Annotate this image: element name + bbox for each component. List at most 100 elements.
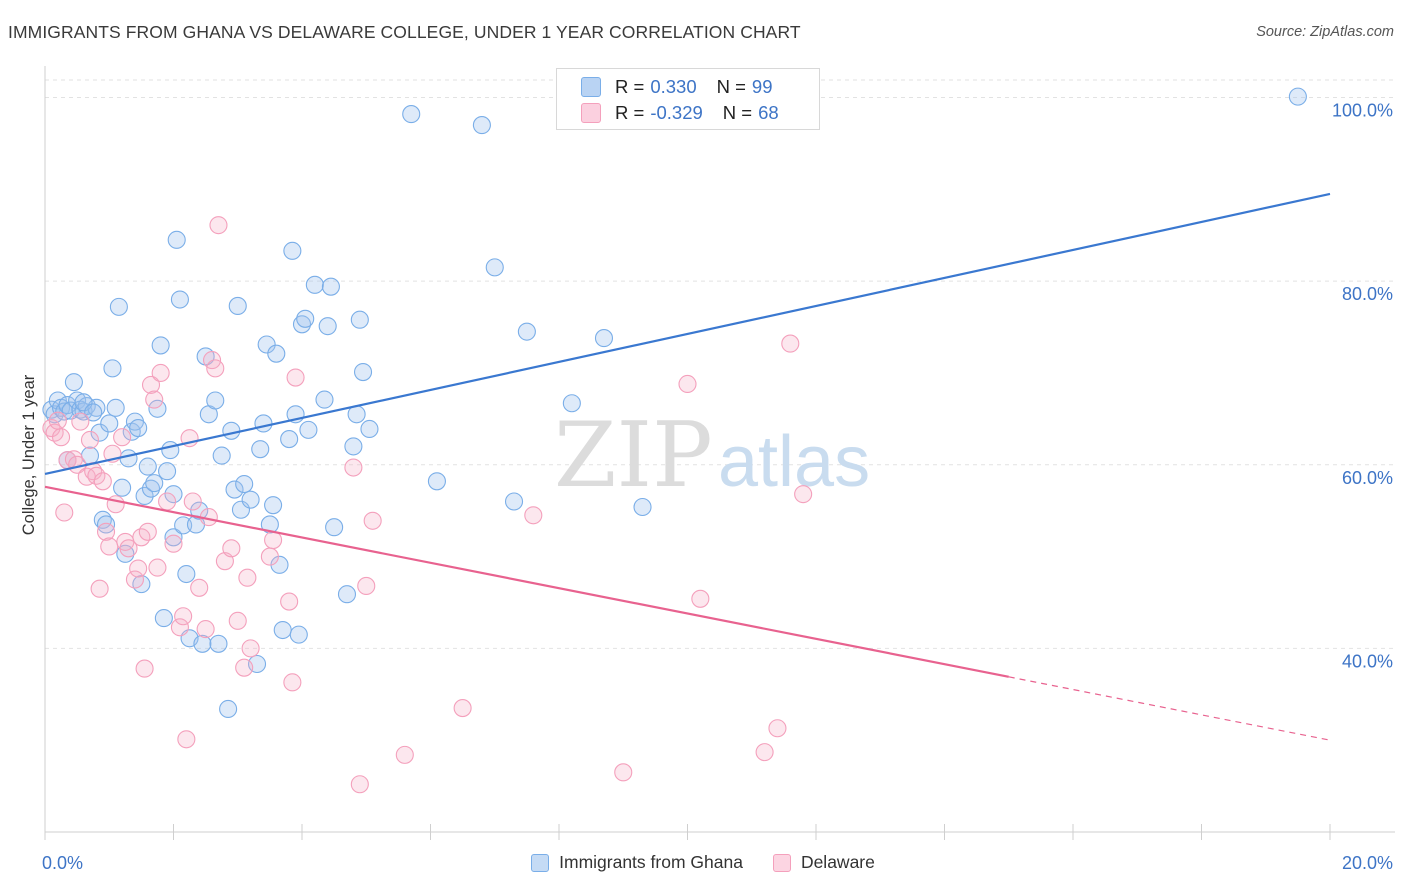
stats-row-ghana: R = 0.330 N = 99 [581, 74, 773, 100]
ghana-point [177, 564, 196, 584]
ghana-point [353, 362, 373, 382]
x-tick-label: 0.0% [42, 853, 83, 873]
delaware-point [106, 495, 125, 514]
delaware-point [177, 730, 196, 749]
ghana-point [235, 475, 254, 494]
delaware-point [395, 745, 414, 764]
delaware-point [363, 511, 382, 530]
y-tick-label: 40.0% [1342, 651, 1393, 671]
ghana-point [594, 329, 614, 348]
ghana-point [360, 419, 379, 439]
stats-row-delaware: R = -0.329 N = 68 [581, 100, 779, 126]
ghana-point [209, 634, 228, 653]
delaware-point [238, 568, 257, 587]
delaware-point [135, 659, 154, 678]
delaware-point [350, 775, 369, 794]
ghana-point [174, 516, 193, 535]
delaware-point [170, 618, 189, 637]
watermark-zip: ZIP [554, 403, 713, 508]
ghana-point [228, 296, 247, 315]
legend-swatch-delaware [772, 853, 791, 872]
ghana-point [132, 575, 151, 594]
delaware-point [344, 458, 363, 477]
ghana-trend-line [44, 192, 1331, 476]
delaware-point [183, 492, 202, 511]
ghana-point [222, 421, 241, 440]
delaware-point [222, 539, 241, 558]
delaware-point [125, 570, 144, 589]
delaware-point [209, 216, 228, 235]
delaware-trend-extension [1008, 676, 1331, 741]
delaware-point [755, 743, 774, 762]
delaware-point [190, 578, 209, 597]
delaware-point [45, 423, 64, 442]
ghana-point [296, 309, 315, 328]
ghana-point [402, 105, 421, 124]
ghana-point [129, 418, 148, 438]
ghana-point [315, 390, 334, 409]
ghana-point [325, 518, 344, 537]
ghana-point [190, 501, 209, 520]
ghana-point [141, 479, 161, 498]
delaware-point [90, 579, 109, 598]
legend-label-delaware: Delaware [800, 852, 875, 872]
ghana-point [219, 699, 238, 719]
stats-box: R = 0.330 N = 99 R = -0.329 N = 68 [556, 68, 820, 130]
axes-layer [44, 66, 1395, 840]
ghana-point [135, 486, 154, 506]
delaware-point [145, 390, 164, 409]
ghana-point [427, 472, 446, 491]
legend-label-ghana: Immigrants from Ghana [559, 852, 743, 872]
delaware-point [264, 531, 283, 550]
ghana-point [318, 317, 337, 336]
r-value: 0.330 [650, 76, 697, 97]
ghana-point [164, 485, 183, 504]
points-layer [42, 87, 1307, 794]
tick-labels: 40.0% 60.0% 80.0% 100.0% 0.0% 20.0% College, U… [20, 101, 1393, 873]
ghana-point [633, 497, 652, 517]
trend-layer [44, 192, 1331, 741]
delaware-point [138, 522, 157, 541]
legend-item-delaware[interactable]: Delaware [772, 852, 875, 873]
delaware-point [691, 589, 710, 608]
ghana-point [267, 344, 286, 363]
watermark: ZIP atlas [554, 403, 870, 508]
ghana-point [241, 490, 260, 509]
delaware-point [151, 363, 170, 383]
delaware-point [241, 639, 260, 658]
legend-item-ghana[interactable]: Immigrants from Ghana [531, 852, 743, 873]
ghana-point [161, 441, 180, 460]
chart-title: IMMIGRANTS FROM GHANA VS DELAWARE COLLEG… [8, 22, 801, 42]
ghana-point [106, 398, 125, 417]
delaware-point [119, 539, 138, 558]
ghana-point [264, 496, 283, 515]
n-label: N = [722, 102, 753, 123]
ghana-point [145, 474, 164, 493]
ghana-point [321, 277, 340, 296]
delaware-point [228, 611, 247, 630]
watermark-atlas: atlas [718, 422, 870, 502]
delaware-point [129, 559, 148, 578]
stats-swatch-ghana [581, 77, 601, 97]
delaware-point [260, 547, 279, 566]
ghana-point [517, 322, 536, 341]
ghana-point [562, 394, 581, 413]
delaware-point [141, 375, 161, 394]
delaware-point [286, 368, 305, 387]
delaware-point [781, 334, 800, 353]
ghana-point [164, 528, 183, 547]
ghana-point [154, 609, 173, 628]
r-value: -0.329 [650, 102, 703, 123]
ghana-point [251, 440, 270, 459]
chart-legend: Immigrants from Ghana Delaware [0, 852, 1406, 873]
delaware-point [235, 658, 254, 677]
delaware-point [524, 506, 543, 525]
delaware-point [148, 558, 167, 577]
ghana-point [109, 297, 128, 316]
ghana-point [119, 449, 138, 468]
ghana-point [212, 446, 231, 465]
ghana-point [170, 290, 189, 309]
delaware-point [164, 534, 183, 553]
ghana-point [292, 315, 312, 334]
